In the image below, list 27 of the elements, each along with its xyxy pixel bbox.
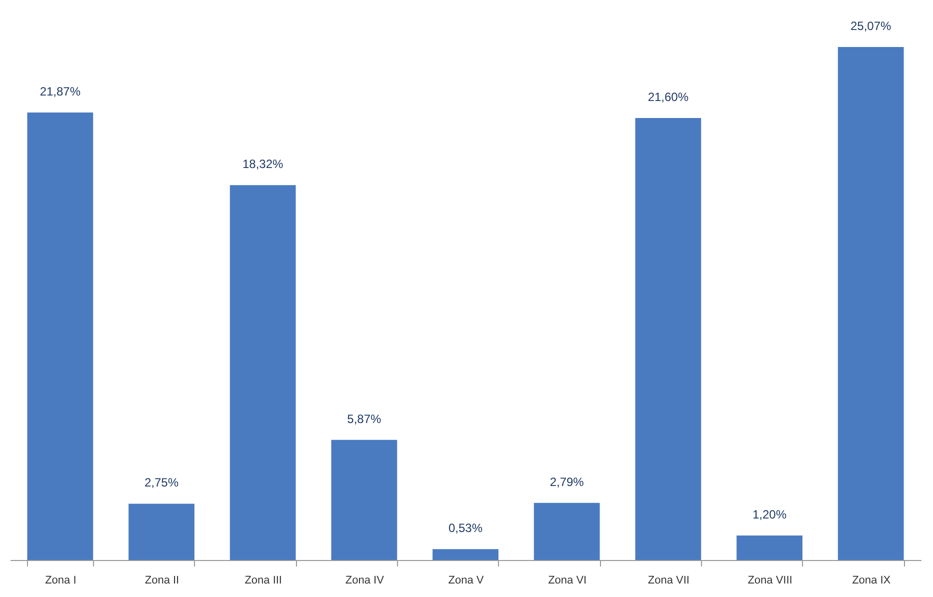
bar xyxy=(838,47,904,560)
x-tick-label: Zona II xyxy=(144,574,180,586)
bar xyxy=(635,118,702,560)
bar xyxy=(534,502,600,560)
data-label: 21,87% xyxy=(40,84,81,98)
bar xyxy=(331,440,398,560)
x-tick-label: Zona III xyxy=(244,574,282,586)
data-label: 2,79% xyxy=(550,474,584,489)
data-label: 2,75% xyxy=(144,476,179,490)
x-tick-label: Zona V xyxy=(448,574,484,586)
x-tick-label: Zona VIII xyxy=(748,574,792,586)
bar xyxy=(736,535,802,560)
data-label: 0,53% xyxy=(448,521,483,536)
x-tick-label: Zona I xyxy=(45,574,76,586)
bar xyxy=(230,185,296,560)
bar xyxy=(432,549,498,560)
x-tick-label: Zona VII xyxy=(648,574,690,586)
x-tick-label: Zona IV xyxy=(345,574,385,586)
bar xyxy=(128,504,194,560)
data-label: 18,32% xyxy=(242,157,284,172)
data-label: 25,07% xyxy=(850,19,892,33)
bar xyxy=(27,112,94,560)
x-tick-label: Zona VI xyxy=(548,574,587,586)
data-label: 1,20% xyxy=(752,507,787,522)
x-tick-label: Zona IX xyxy=(852,574,892,586)
data-label: 21,60% xyxy=(648,90,689,104)
data-label: 5,87% xyxy=(347,412,382,426)
